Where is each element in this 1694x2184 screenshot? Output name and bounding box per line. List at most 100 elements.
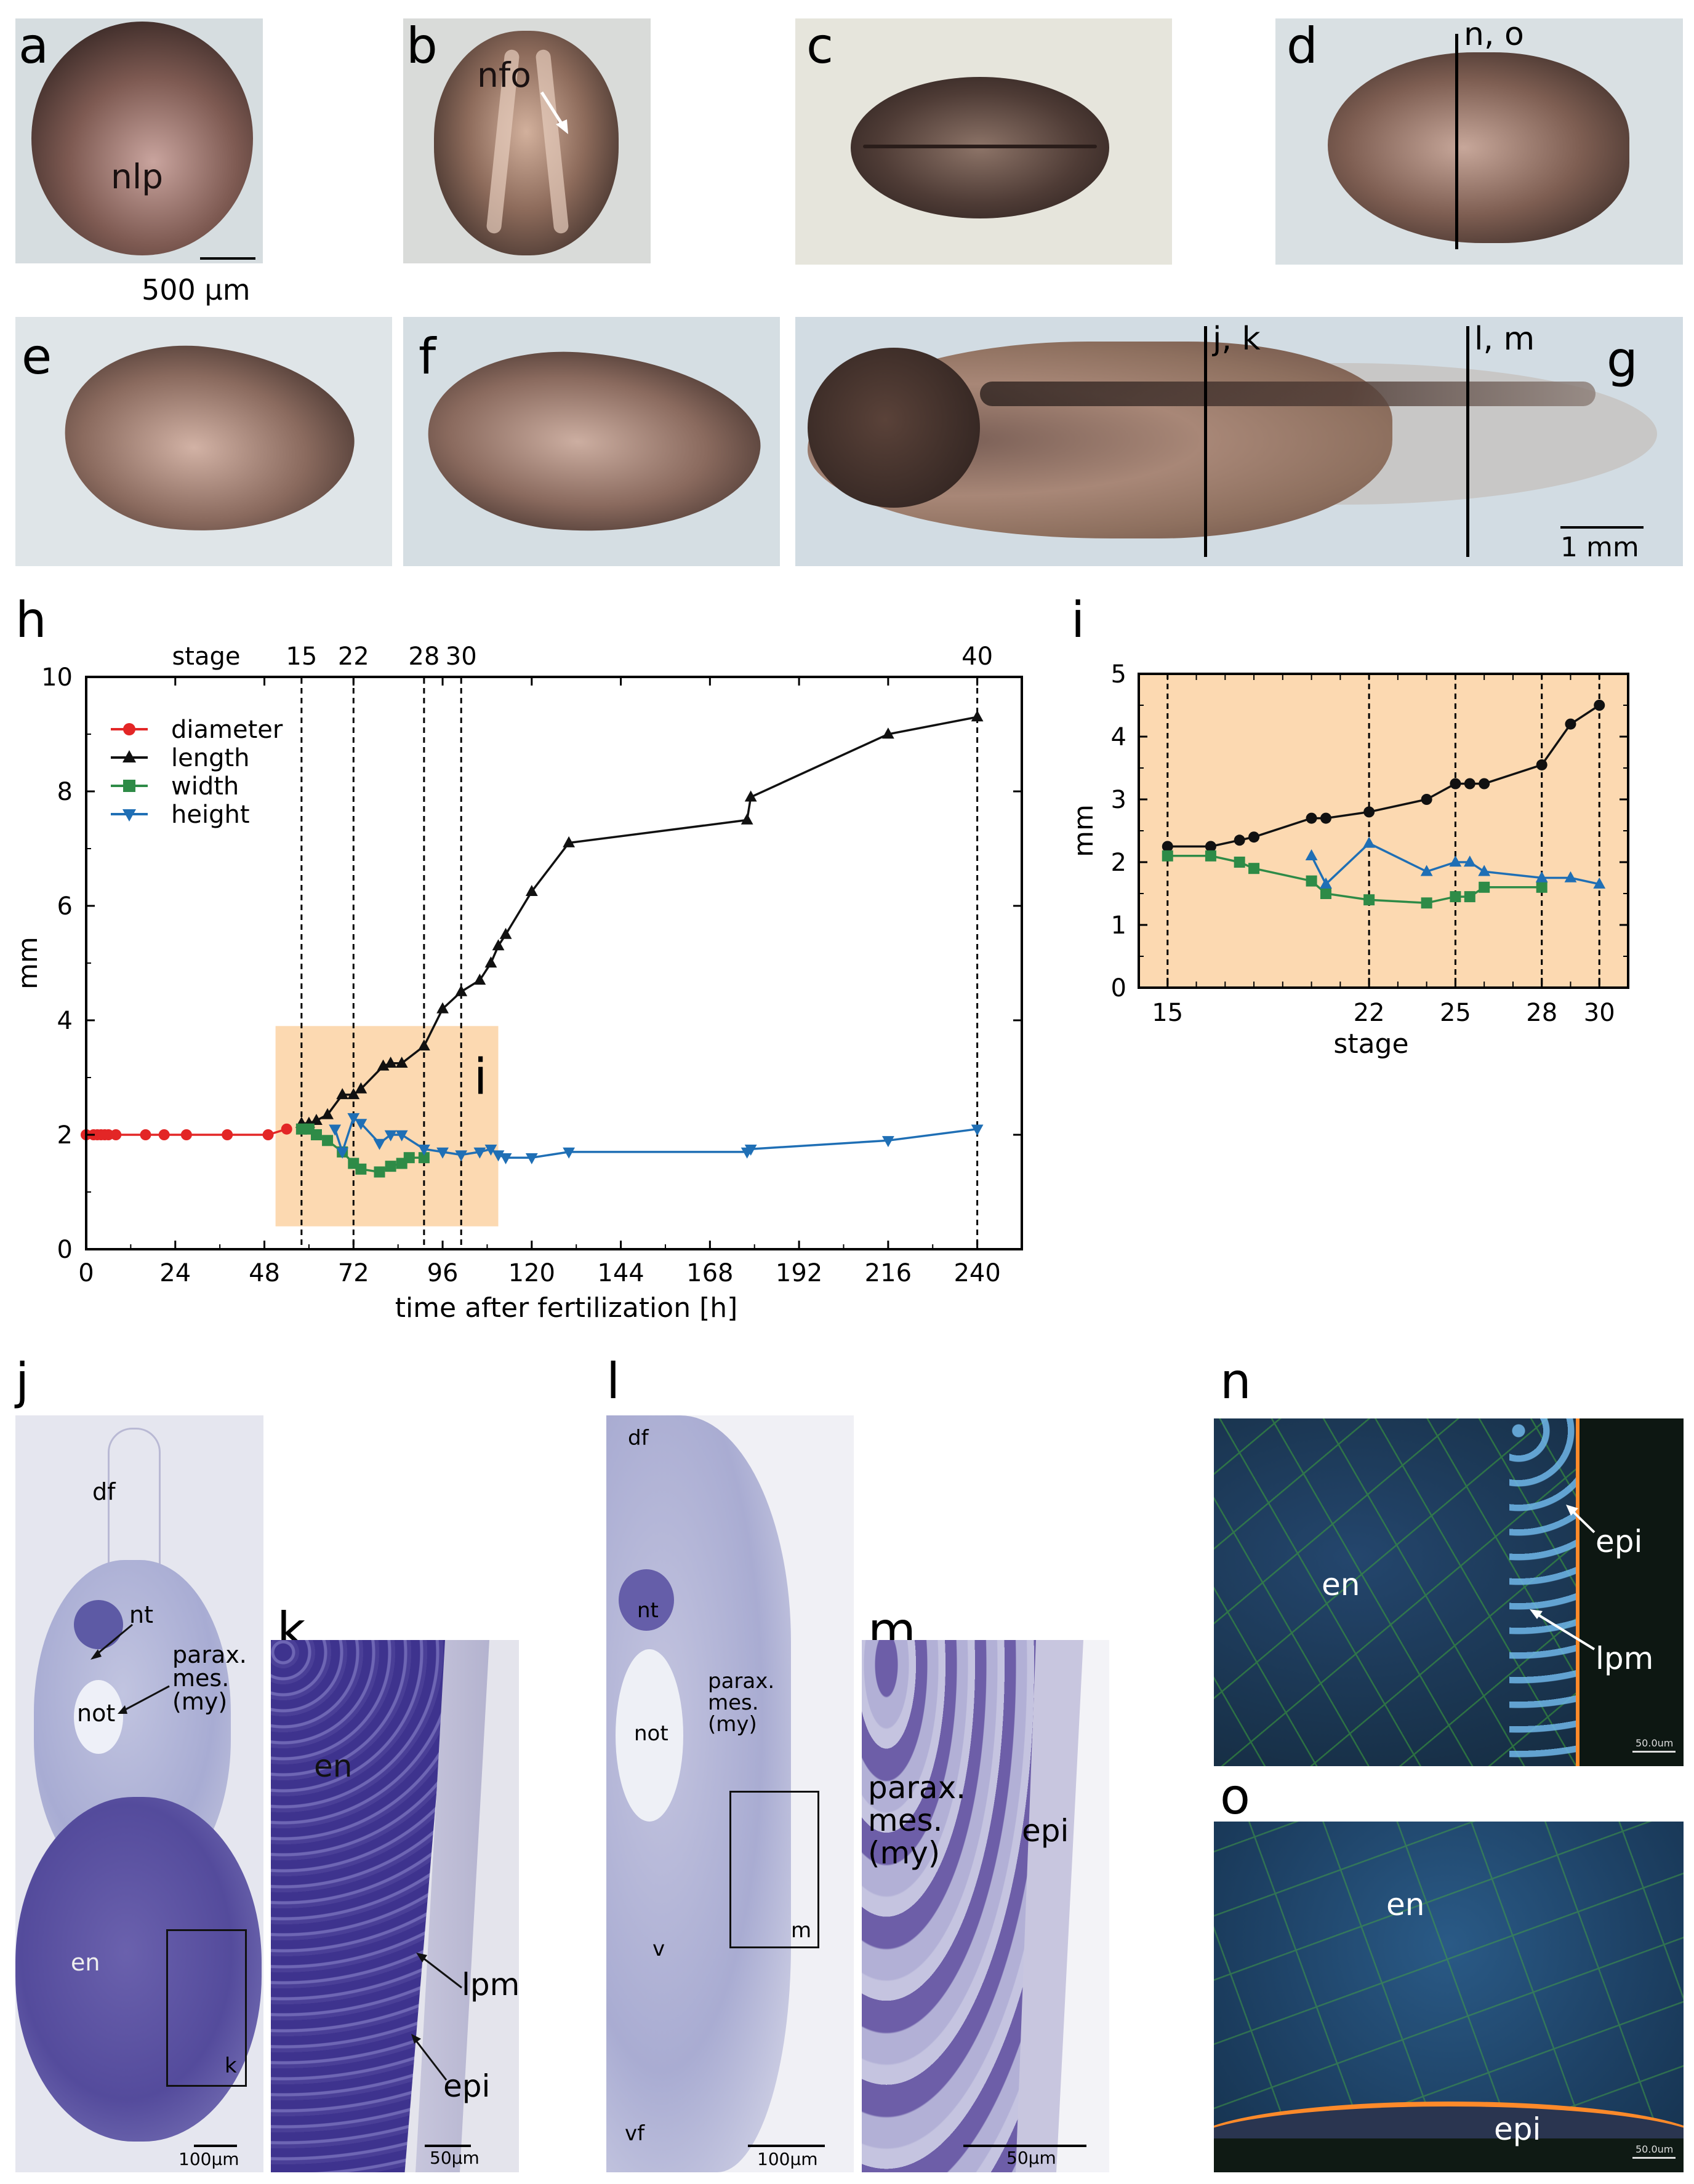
point-height	[1478, 865, 1491, 876]
panel-c-photo	[795, 18, 1172, 265]
point-diameter	[281, 1123, 292, 1135]
point-width	[1306, 875, 1317, 887]
point-diameter	[140, 1129, 151, 1140]
point-length	[1205, 841, 1216, 852]
label-my: (my)	[708, 1712, 757, 1737]
panel-label-o: o	[1220, 1768, 1250, 1825]
point-width	[310, 1129, 322, 1140]
y-tick-label: 8	[57, 778, 73, 806]
y-tick-label: 2	[1111, 849, 1126, 877]
point-height	[1320, 877, 1332, 889]
label-en: en	[1386, 1887, 1425, 1922]
label-en: en	[71, 1949, 100, 1976]
point-width	[403, 1152, 415, 1164]
point-diameter	[262, 1129, 274, 1140]
point-length	[744, 790, 757, 802]
stage-title: stage	[172, 642, 240, 671]
point-length	[395, 1056, 408, 1068]
point-height	[373, 1138, 386, 1150]
scale-bar-n	[1632, 1751, 1676, 1753]
label-en: en	[1322, 1567, 1360, 1602]
x-tick-label: 240	[953, 1259, 1000, 1287]
point-length	[1320, 812, 1331, 824]
point-length	[1162, 841, 1173, 852]
y-tick-label: 10	[41, 663, 73, 692]
point-height	[525, 1153, 538, 1164]
x-axis-label: stage	[1333, 1028, 1408, 1060]
panel-e-photo	[15, 317, 392, 566]
x-axis-label: time after fertilization [h]	[395, 1292, 738, 1324]
x-tick-label: 22	[1354, 999, 1385, 1027]
legend-label-height: height	[171, 801, 250, 829]
legend-label-length: length	[171, 744, 250, 772]
legend-label-diameter: diameter	[171, 716, 283, 744]
endoderm-mass	[15, 1797, 262, 2142]
point-length	[1536, 759, 1547, 770]
y-tick-label: 0	[57, 1236, 73, 1264]
panel-label-h: h	[15, 591, 47, 649]
neural-tube	[619, 1569, 674, 1631]
label-en: en	[314, 1748, 353, 1784]
point-width	[374, 1166, 385, 1178]
point-length	[1421, 794, 1432, 805]
label-v: v	[652, 1937, 665, 1961]
point-length	[377, 1059, 390, 1071]
point-width	[1234, 857, 1245, 868]
scale-bar-a	[200, 257, 255, 260]
y-tick-label: 2	[57, 1121, 73, 1150]
embryo-image	[55, 333, 363, 547]
neural-tube	[74, 1600, 123, 1649]
point-height	[347, 1113, 360, 1124]
scale-bar-m	[963, 2145, 1086, 2147]
legend-marker-diameter	[123, 723, 135, 735]
point-height	[971, 1124, 984, 1136]
x-tick-label: 144	[597, 1259, 644, 1287]
point-diameter	[110, 1129, 122, 1140]
plot-background	[1139, 674, 1628, 988]
label-m-box: m	[791, 1918, 812, 1943]
point-length	[563, 836, 576, 847]
cut-label-l-m: l, m	[1474, 321, 1535, 358]
point-length	[347, 1088, 360, 1100]
stage-label-28: 28	[408, 642, 440, 671]
stage-label-40: 40	[961, 642, 993, 671]
label-lpm: lpm	[1596, 1641, 1654, 1676]
panel-o-fluorescence: en epi 50.0um	[1214, 1822, 1684, 2172]
label-nt: nt	[637, 1598, 659, 1623]
panel-label-e: e	[22, 328, 52, 385]
point-height	[395, 1130, 408, 1142]
point-width	[1421, 897, 1432, 909]
point-width	[1479, 881, 1490, 893]
point-height	[417, 1145, 430, 1156]
panel-label-l: l	[606, 1353, 620, 1410]
y-tick-label: 1	[1111, 911, 1126, 940]
point-height	[329, 1124, 342, 1136]
stage-label-22: 22	[338, 642, 369, 671]
y-tick-label: 4	[57, 1007, 73, 1035]
y-tick-label: 6	[57, 892, 73, 921]
point-length	[1594, 700, 1605, 711]
panel-l-section: df nt parax. mes. (my) not v vf m 100µm	[606, 1415, 854, 2172]
point-width	[355, 1163, 367, 1175]
zoom-box-m	[729, 1791, 819, 1948]
scale-label-k: 50µm	[430, 2148, 480, 2168]
point-height	[1593, 877, 1606, 889]
y-axis-label: mm	[12, 937, 44, 990]
x-tick-label: 30	[1584, 999, 1615, 1027]
embryo-image	[1328, 52, 1629, 243]
point-height	[384, 1130, 397, 1142]
point-height	[881, 1136, 894, 1148]
y-tick-label: 0	[1111, 974, 1126, 1002]
point-length	[1363, 806, 1375, 818]
y-tick-label: 5	[1111, 660, 1126, 689]
panel-a-photo: nlp	[15, 18, 263, 263]
scale-bar-o	[1632, 2157, 1676, 2159]
lpm-layer	[1509, 1418, 1577, 1766]
scale-bar-j	[194, 2145, 237, 2147]
x-tick-label: 25	[1440, 999, 1471, 1027]
cut-label-j-k: j, k	[1213, 321, 1261, 358]
point-height	[455, 1150, 468, 1162]
cut-line-j-k	[1204, 326, 1207, 557]
point-length	[492, 939, 505, 951]
x-tick-label: 48	[249, 1259, 280, 1287]
